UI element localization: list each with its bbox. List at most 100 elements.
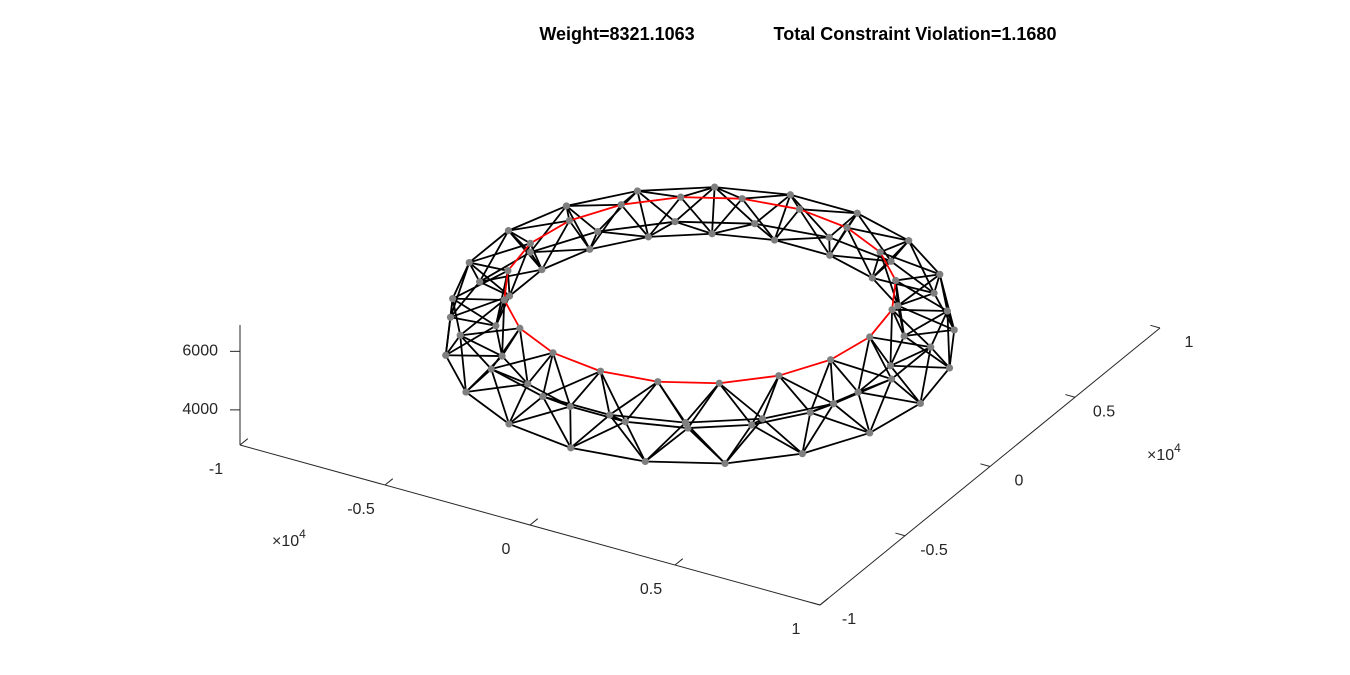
node bbox=[886, 362, 895, 370]
member bbox=[542, 370, 601, 398]
member bbox=[566, 190, 638, 207]
truss bbox=[442, 183, 958, 468]
node bbox=[549, 349, 557, 357]
member bbox=[754, 222, 830, 239]
member bbox=[508, 423, 572, 449]
member bbox=[809, 402, 834, 414]
node bbox=[770, 236, 779, 244]
x-tick-label: 1 bbox=[792, 621, 801, 638]
member bbox=[542, 395, 571, 408]
node bbox=[876, 248, 884, 256]
y-tick-label: 1 bbox=[1185, 334, 1194, 351]
member bbox=[778, 375, 811, 414]
highlight-member bbox=[600, 370, 659, 383]
member bbox=[620, 204, 650, 238]
member bbox=[889, 335, 905, 367]
node bbox=[945, 364, 954, 372]
member bbox=[589, 236, 649, 251]
highlight-member bbox=[621, 196, 681, 206]
member bbox=[570, 414, 611, 449]
member bbox=[541, 396, 572, 449]
member bbox=[857, 391, 871, 434]
node bbox=[950, 326, 958, 334]
member bbox=[857, 336, 871, 393]
node bbox=[887, 257, 895, 265]
member bbox=[846, 227, 874, 279]
member bbox=[468, 229, 510, 264]
member bbox=[908, 240, 941, 275]
y-tick bbox=[980, 463, 991, 467]
member bbox=[647, 196, 682, 238]
highlight-member bbox=[868, 309, 893, 338]
member bbox=[897, 292, 935, 307]
member bbox=[801, 403, 835, 455]
member bbox=[465, 382, 528, 393]
member bbox=[754, 194, 791, 225]
y-tick bbox=[810, 601, 821, 606]
member bbox=[742, 193, 791, 200]
member bbox=[919, 346, 932, 404]
x-multiplier: ×104 bbox=[272, 527, 306, 550]
node bbox=[538, 266, 546, 274]
member bbox=[566, 203, 622, 207]
highlight-member bbox=[503, 299, 521, 329]
member bbox=[518, 328, 529, 384]
member bbox=[624, 421, 647, 462]
node bbox=[565, 217, 573, 225]
member bbox=[570, 405, 626, 423]
member bbox=[889, 365, 922, 404]
member bbox=[856, 212, 910, 242]
member bbox=[490, 368, 544, 398]
member bbox=[687, 427, 726, 465]
highlight-member bbox=[657, 380, 720, 385]
member bbox=[490, 368, 529, 385]
member bbox=[869, 402, 921, 434]
member bbox=[451, 298, 462, 336]
node bbox=[621, 418, 630, 426]
member bbox=[599, 371, 611, 416]
member bbox=[508, 395, 544, 425]
member bbox=[444, 298, 454, 356]
y-multiplier-exponent: 4 bbox=[1174, 441, 1181, 455]
member bbox=[948, 329, 956, 369]
member bbox=[946, 311, 951, 368]
member bbox=[897, 304, 955, 331]
member bbox=[491, 351, 554, 370]
highlight-member bbox=[569, 203, 622, 222]
member bbox=[869, 336, 931, 349]
member bbox=[879, 251, 941, 276]
y-tick bbox=[1065, 394, 1076, 398]
node bbox=[492, 322, 500, 330]
member bbox=[565, 205, 591, 250]
node bbox=[596, 367, 605, 375]
node bbox=[566, 402, 574, 411]
highlight-member bbox=[503, 270, 509, 301]
member bbox=[868, 378, 893, 434]
member bbox=[938, 274, 956, 331]
node bbox=[516, 324, 524, 332]
z-tick-label: 4000 bbox=[182, 401, 218, 418]
member bbox=[846, 226, 909, 242]
node bbox=[504, 267, 512, 275]
member bbox=[508, 405, 571, 425]
member bbox=[714, 186, 756, 225]
member bbox=[714, 186, 743, 200]
member bbox=[597, 230, 649, 238]
member bbox=[530, 248, 590, 254]
member bbox=[724, 452, 803, 465]
member bbox=[685, 417, 763, 424]
member bbox=[778, 374, 835, 405]
member bbox=[674, 186, 716, 223]
node bbox=[449, 295, 457, 303]
node bbox=[633, 187, 642, 195]
member bbox=[501, 355, 529, 385]
highlight-member bbox=[529, 219, 570, 245]
x-tick bbox=[529, 518, 539, 526]
highlight-member bbox=[741, 197, 800, 211]
member bbox=[490, 327, 521, 370]
node bbox=[853, 209, 861, 217]
member bbox=[609, 380, 659, 416]
node bbox=[606, 411, 614, 419]
node bbox=[866, 429, 874, 437]
